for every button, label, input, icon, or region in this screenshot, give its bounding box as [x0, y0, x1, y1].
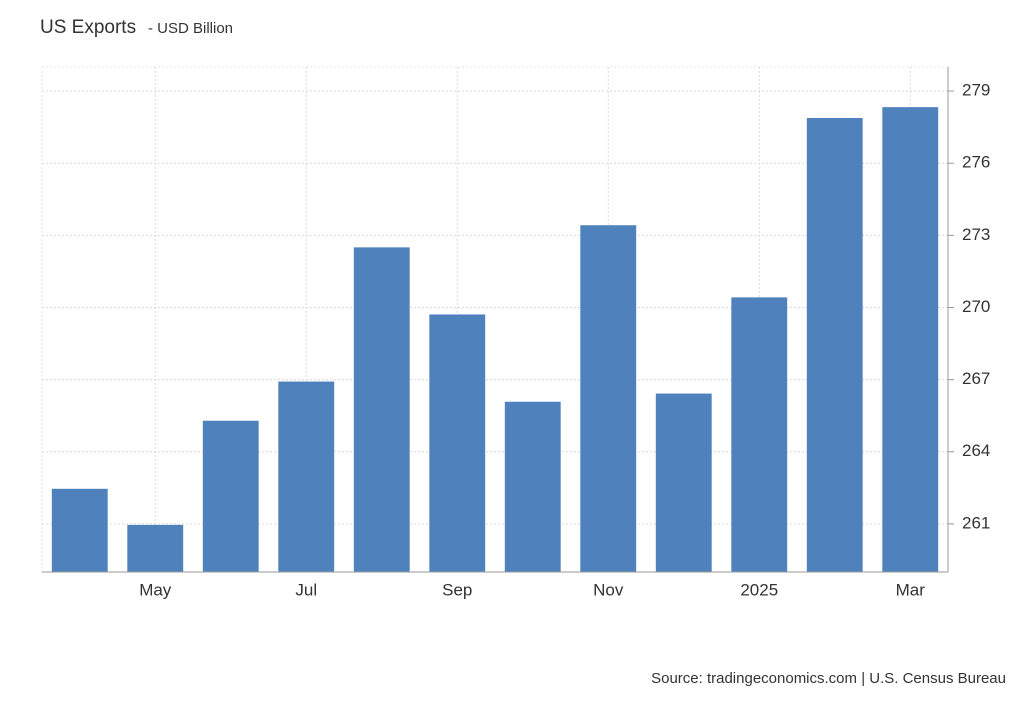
y-tick-label: 270	[962, 297, 990, 316]
bar	[51, 488, 108, 572]
x-tick-label: 2025	[740, 580, 778, 599]
bar	[127, 524, 184, 572]
chart-title: US Exports	[40, 17, 136, 38]
bar	[353, 247, 410, 572]
bar	[429, 314, 486, 572]
y-tick-label: 267	[962, 369, 990, 388]
x-tick-label: May	[139, 580, 172, 599]
x-tick-label: Jul	[295, 580, 317, 599]
bar	[202, 420, 259, 572]
x-tick-label: Mar	[896, 580, 926, 599]
bar	[731, 297, 788, 572]
bar	[504, 401, 561, 572]
source: Source: tradingeconomics.com | U.S. Cens…	[651, 670, 1006, 687]
bar	[278, 381, 335, 572]
y-tick-label: 279	[962, 81, 990, 100]
bar	[806, 117, 863, 572]
bar	[580, 225, 637, 572]
bar	[655, 393, 712, 572]
y-tick-label: 273	[962, 225, 990, 244]
y-tick-label: 261	[962, 513, 990, 532]
chart-subtitle: - USD Billion	[148, 20, 233, 37]
y-tick-label: 276	[962, 153, 990, 172]
x-tick-label: Nov	[593, 580, 624, 599]
bar	[882, 107, 939, 573]
y-tick-label: 264	[962, 441, 990, 460]
x-tick-label: Sep	[442, 580, 472, 599]
